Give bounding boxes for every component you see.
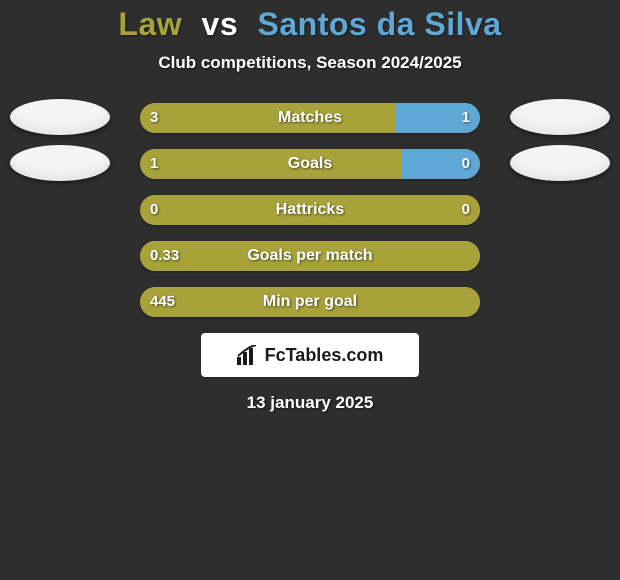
stat-value-left: 0.33 (150, 241, 179, 271)
fctables-logo: FcTables.com (201, 333, 419, 377)
stat-bar-left (140, 195, 480, 225)
stat-bar: Goals per match0.33 (140, 241, 480, 271)
title-player2: Santos da Silva (258, 6, 502, 42)
stat-row: Matches31 (0, 103, 620, 135)
stat-value-left: 3 (150, 103, 158, 133)
stat-bar-left (140, 287, 480, 317)
stat-row: Goals10 (0, 149, 620, 181)
stat-value-left: 1 (150, 149, 158, 179)
bars-icon (237, 345, 259, 365)
stat-row: Min per goal445 (0, 287, 620, 319)
stat-bar-left (140, 241, 480, 271)
stat-value-right: 0 (462, 149, 470, 179)
page-root: Law vs Santos da Silva Club competitions… (0, 0, 620, 580)
stat-bar-left (140, 103, 395, 133)
title-player1: Law (118, 6, 182, 42)
date: 13 january 2025 (0, 393, 620, 413)
stat-bar-left (140, 149, 402, 179)
title-vs: vs (202, 6, 239, 42)
stat-value-right: 0 (462, 195, 470, 225)
stat-row: Hattricks00 (0, 195, 620, 227)
stat-row: Goals per match0.33 (0, 241, 620, 273)
subtitle: Club competitions, Season 2024/2025 (0, 53, 620, 73)
stat-value-left: 445 (150, 287, 175, 317)
stat-bar: Matches31 (140, 103, 480, 133)
comparison-block: Matches31Goals10Hattricks00Goals per mat… (0, 103, 620, 319)
stat-bar: Goals10 (140, 149, 480, 179)
page-title: Law vs Santos da Silva (0, 0, 620, 43)
logo-text: FcTables.com (265, 345, 384, 366)
stat-bar: Hattricks00 (140, 195, 480, 225)
stat-value-right: 1 (462, 103, 470, 133)
stat-value-left: 0 (150, 195, 158, 225)
stat-bar: Min per goal445 (140, 287, 480, 317)
